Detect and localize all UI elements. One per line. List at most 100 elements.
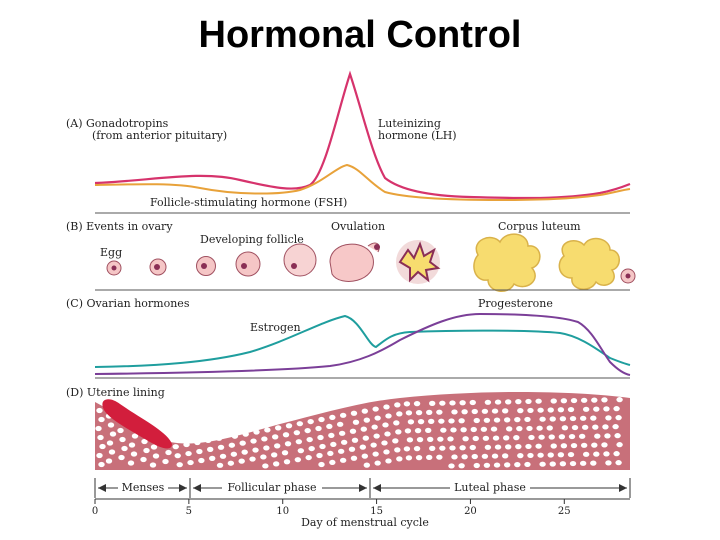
gland-spot bbox=[439, 400, 446, 406]
gland-spot bbox=[425, 427, 432, 433]
gland-spot bbox=[594, 433, 601, 439]
gland-spot bbox=[130, 451, 138, 457]
gland-spot bbox=[548, 434, 555, 440]
gland-spot bbox=[537, 452, 544, 458]
lh-curve bbox=[94, 70, 631, 200]
gland-spot bbox=[571, 424, 579, 431]
gland-spot bbox=[141, 438, 148, 445]
gland-spot bbox=[549, 461, 556, 467]
gland-spot bbox=[109, 431, 117, 437]
gland-spot bbox=[384, 431, 391, 437]
gland-spot bbox=[271, 434, 279, 440]
gland-spot bbox=[417, 419, 425, 425]
gland-spot bbox=[601, 442, 608, 448]
gland-spot bbox=[514, 462, 521, 468]
gland-spot bbox=[601, 397, 608, 403]
gland-spot bbox=[616, 397, 623, 403]
gland-spot bbox=[471, 453, 478, 460]
corpus-luteum-mature bbox=[473, 233, 541, 292]
gland-spot bbox=[593, 406, 600, 412]
gland-spot bbox=[263, 445, 270, 451]
gland-spot bbox=[428, 418, 435, 424]
gland-spot bbox=[385, 413, 392, 419]
gland-spot bbox=[616, 442, 623, 448]
phase-bar: Menses Follicular phase Luteal phase bbox=[94, 478, 631, 498]
gland-spot bbox=[261, 436, 268, 442]
gland-spot bbox=[308, 445, 315, 452]
gland-spot bbox=[295, 439, 303, 445]
gland-spot bbox=[439, 445, 446, 451]
gland-spot bbox=[483, 462, 491, 468]
gland-spot bbox=[230, 451, 238, 457]
gland-spot bbox=[539, 416, 546, 422]
axis-tick-label: 10 bbox=[276, 506, 289, 517]
gland-spot bbox=[503, 462, 511, 468]
gland-spot bbox=[481, 453, 489, 459]
gland-spot bbox=[264, 427, 271, 433]
gland-spot bbox=[526, 425, 533, 432]
gland-spot bbox=[436, 454, 443, 460]
gland-spot bbox=[262, 463, 269, 469]
gland-spot bbox=[415, 455, 423, 461]
gland-spot bbox=[363, 417, 371, 423]
gland-spot bbox=[494, 444, 502, 450]
gland-spot bbox=[491, 408, 499, 414]
gland-spot bbox=[227, 460, 235, 466]
gland-spot bbox=[392, 438, 399, 444]
gland-spot bbox=[183, 441, 190, 448]
gland-spot bbox=[414, 428, 422, 434]
gland-spot bbox=[99, 443, 106, 450]
gland-spot bbox=[406, 437, 414, 443]
gland-spot bbox=[567, 451, 575, 458]
gland-spot bbox=[96, 407, 103, 414]
gland-spot bbox=[582, 406, 590, 412]
gland-spot bbox=[490, 426, 498, 432]
gland-spot bbox=[363, 462, 371, 468]
gland-spot bbox=[128, 442, 136, 448]
gland-spot bbox=[317, 434, 324, 441]
gland-spot bbox=[429, 400, 436, 406]
gland-spot bbox=[205, 437, 212, 443]
gland-spot bbox=[270, 452, 278, 458]
gland-spot bbox=[239, 440, 246, 446]
gland-spot bbox=[436, 409, 443, 415]
gland-spot bbox=[614, 433, 621, 439]
gland-spot bbox=[451, 454, 458, 460]
gland-spot bbox=[329, 414, 336, 421]
gland-spot bbox=[505, 426, 513, 432]
gland-spot bbox=[524, 416, 531, 423]
panel-b-label: (B) Events in ovary bbox=[66, 220, 173, 233]
gland-spot bbox=[407, 419, 415, 425]
gland-spot bbox=[493, 462, 501, 468]
gland-spot bbox=[383, 449, 390, 455]
gland-spot bbox=[328, 432, 335, 439]
panel-a-gonadotropins: (A) Gonadotropins (from anterior pituita… bbox=[66, 70, 631, 214]
gland-spot bbox=[480, 426, 488, 432]
gland-spot bbox=[318, 416, 325, 423]
gland-spot bbox=[149, 462, 157, 468]
gland-spot bbox=[403, 446, 411, 452]
gland-spot bbox=[580, 397, 588, 403]
gland-spot bbox=[403, 401, 411, 407]
gland-spot bbox=[525, 398, 532, 405]
gland-spot bbox=[118, 454, 125, 461]
gland-spot bbox=[492, 435, 500, 441]
gland-spot bbox=[106, 440, 114, 446]
gland-spot bbox=[605, 460, 612, 466]
gland-spot bbox=[306, 436, 313, 443]
gland-spot bbox=[238, 458, 245, 464]
gland-spot bbox=[470, 426, 477, 433]
gland-spot bbox=[319, 443, 326, 450]
gland-spot bbox=[326, 423, 333, 430]
gland-spot bbox=[305, 454, 312, 461]
new-egg bbox=[620, 268, 636, 284]
axis-ticks: 0 5 10 15 20 25 bbox=[92, 499, 571, 517]
gland-spot bbox=[360, 426, 368, 432]
progesterone-label: Progesterone bbox=[478, 297, 553, 310]
gland-spot bbox=[371, 424, 378, 430]
gland-spot bbox=[108, 449, 116, 455]
gland-spot bbox=[450, 427, 457, 433]
gland-spot bbox=[383, 404, 390, 410]
gland-spot bbox=[228, 442, 236, 448]
gland-spot bbox=[460, 427, 467, 433]
